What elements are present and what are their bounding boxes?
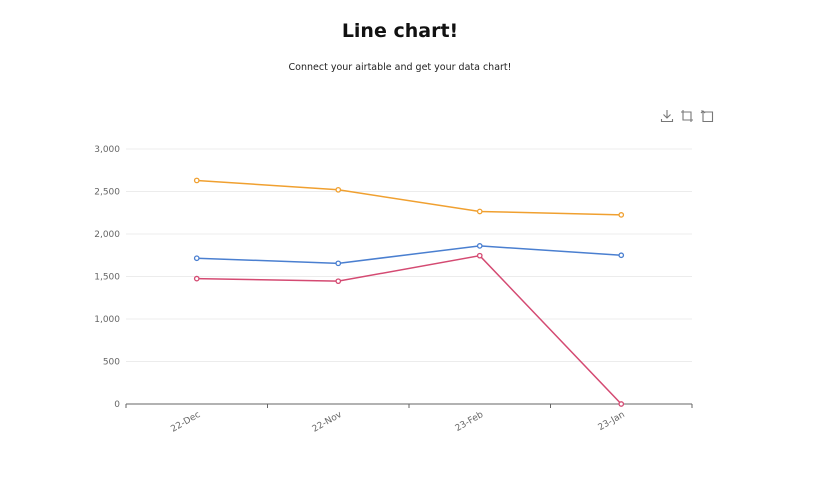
download-icon	[660, 110, 674, 123]
series-line-2	[196, 245, 622, 265]
data-point	[193, 255, 200, 262]
y-tick-label: 1,000	[94, 315, 120, 325]
y-tick-label: 2,500	[94, 188, 120, 198]
x-tick-label: 23-Jan	[597, 410, 627, 433]
x-tick-label: 22-Nov	[311, 410, 345, 435]
y-tick-label: 0	[114, 400, 120, 410]
data-point	[476, 243, 483, 249]
data-point	[618, 252, 625, 259]
data-point	[618, 401, 625, 407]
data-point	[476, 208, 483, 215]
data-point	[335, 260, 342, 267]
download-button[interactable]	[660, 109, 674, 123]
series-line-3	[196, 254, 622, 405]
data-point	[193, 177, 200, 184]
chart-title: Line chart!	[341, 20, 459, 42]
crop-button[interactable]	[680, 109, 694, 123]
data-point	[476, 252, 483, 259]
data-point	[335, 278, 342, 285]
x-tick-label: 22-Dec	[169, 410, 202, 435]
y-tick-label: 2,000	[94, 230, 120, 240]
data-point	[618, 212, 625, 218]
x-tick-label: 23-Feb	[454, 410, 486, 434]
crop-icon	[681, 110, 693, 122]
data-point	[335, 186, 342, 193]
data-point	[193, 275, 200, 282]
y-tick-label: 3,000	[94, 145, 120, 155]
chart-toolbox	[660, 109, 714, 123]
y-tick-label: 1,500	[94, 273, 120, 283]
chart-subtitle: Connect your airtable and get your data …	[288, 62, 512, 73]
restore-button[interactable]	[700, 109, 714, 123]
restore-icon	[700, 110, 714, 123]
y-tick-label: 500	[103, 358, 120, 368]
series-line-1	[196, 179, 622, 216]
